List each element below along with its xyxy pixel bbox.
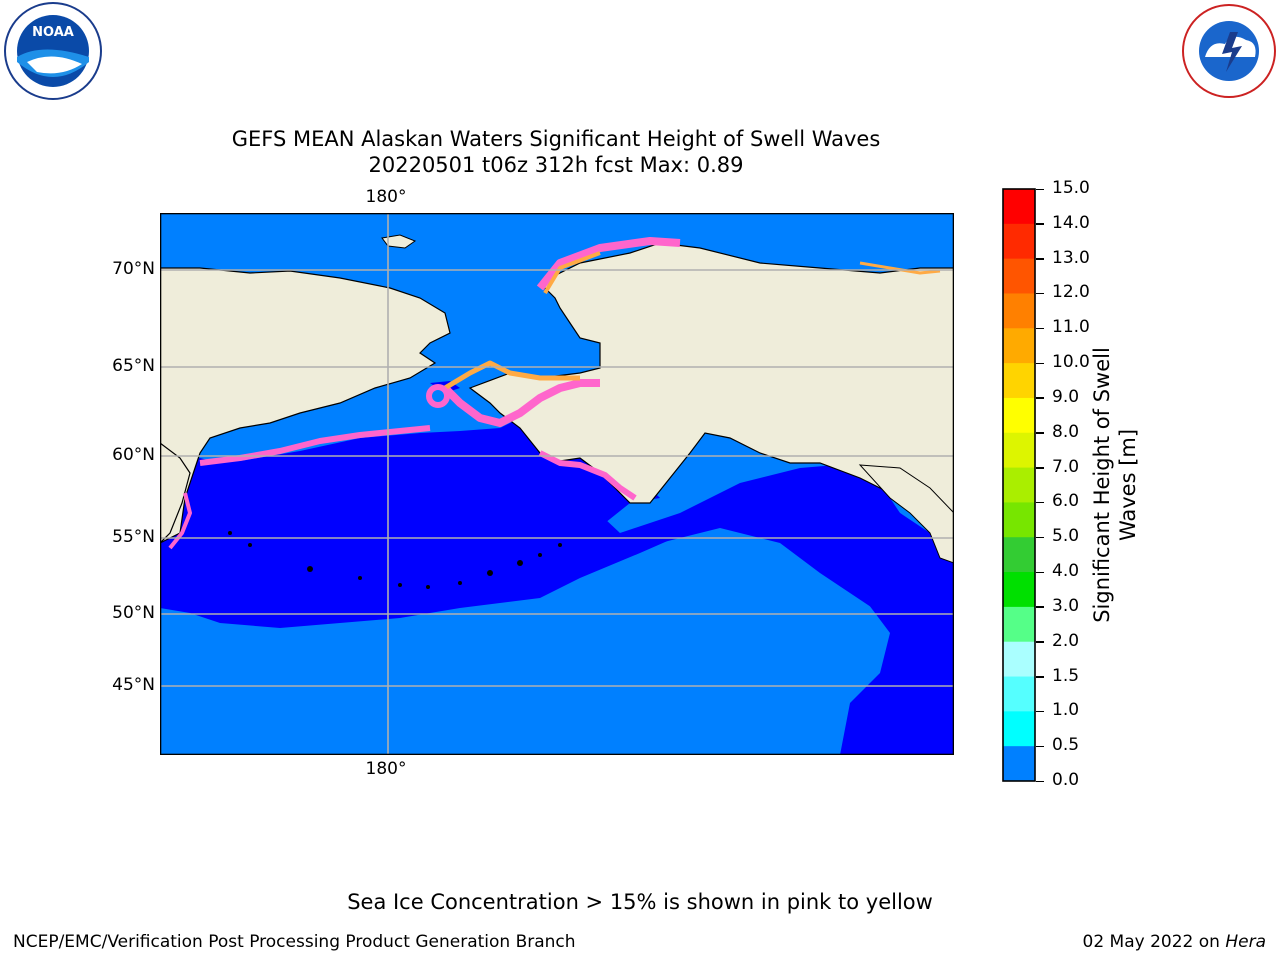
colorbar-segment	[1003, 676, 1035, 712]
credit-text: NCEP/EMC/Verification Post Processing Pr…	[13, 932, 576, 952]
colorbar-segment	[1003, 328, 1035, 364]
colorbar-tick-mark	[1036, 606, 1044, 608]
chart-title: GEFS MEAN Alaskan Waters Significant Hei…	[231, 127, 881, 151]
colorbar-tick-mark	[1036, 536, 1044, 539]
colorbar-segment	[1003, 711, 1035, 747]
lat-label-70: 70°N	[112, 259, 155, 279]
lat-label-55: 55°N	[112, 527, 155, 547]
colorbar-tick-label: 1.0	[1052, 700, 1080, 721]
lat-label-60: 60°N	[112, 445, 155, 465]
colorbar-tick-mark	[1036, 258, 1044, 260]
nws-logo	[1182, 4, 1276, 98]
ocean-low-gulf	[560, 463, 954, 633]
sea-ice-note: Sea Ice Concentration > 15% is shown in …	[347, 890, 933, 914]
colorbar-tick-mark	[1036, 432, 1044, 434]
colorbar-tick-label: 11.0	[1052, 317, 1090, 338]
lon-label-bottom: 180°	[365, 759, 407, 779]
colorbar-tick-label: 9.0	[1052, 386, 1080, 407]
svg-text:NOAA: NOAA	[32, 25, 74, 40]
colorbar-segment	[1003, 189, 1035, 225]
land-siberia	[160, 267, 451, 544]
date-host: Hera	[1225, 932, 1266, 952]
colorbar-segment	[1003, 606, 1035, 643]
noaa-logo: NOAA	[4, 2, 102, 100]
colorbar-tick-mark	[1036, 780, 1044, 782]
colorbar-segment	[1003, 641, 1035, 678]
colorbar-tick-label: 6.0	[1052, 491, 1080, 512]
chart-subtitle: 20220501 t06z 312h fcst Max: 0.89	[368, 153, 744, 177]
colorbar-tick-mark	[1036, 397, 1044, 399]
colorbar-tick-label: 0.5	[1052, 735, 1080, 756]
colorbar-tick-label: 7.0	[1052, 456, 1080, 477]
colorbar-segment	[1003, 746, 1035, 782]
colorbar-tick-label: 15.0	[1052, 178, 1090, 198]
colorbar-label-line1: Significant Height of Swell	[1090, 347, 1114, 623]
colorbar-segment	[1003, 223, 1035, 260]
colorbar-tick-label: 2.0	[1052, 630, 1080, 651]
colorbar-segment	[1003, 467, 1035, 503]
colorbar-tick-mark	[1036, 676, 1044, 678]
lon-label-top: 180°	[365, 187, 407, 207]
lat-label-65: 65°N	[112, 356, 155, 376]
colorbar-tick-mark	[1036, 501, 1044, 504]
colorbar-segment	[1003, 363, 1035, 399]
colorbar-tick-mark	[1036, 188, 1044, 190]
colorbar-tick-mark	[1036, 327, 1044, 330]
colorbar-segment	[1003, 258, 1035, 294]
aleutian-islands	[228, 531, 562, 589]
colorbar-tick-label: 1.5	[1052, 665, 1080, 686]
colorbar-tick-mark	[1036, 467, 1044, 469]
colorbar-tick-mark	[1036, 641, 1044, 643]
graticule	[160, 213, 954, 755]
colorbar-label-line2: Waves [m]	[1116, 428, 1140, 542]
colorbar-tick-label: 12.0	[1052, 282, 1090, 303]
colorbar-tick-mark	[1036, 362, 1044, 365]
colorbar-tick-mark	[1036, 710, 1044, 713]
colorbar-segment	[1003, 293, 1035, 329]
colorbar-tick-label: 14.0	[1052, 212, 1090, 233]
land-kamchatka	[160, 442, 191, 544]
colorbar-tick-mark	[1036, 292, 1044, 295]
colorbar-tick-label: 5.0	[1052, 526, 1080, 547]
colorbar-tick-label: 4.0	[1052, 561, 1080, 582]
colorbar-tick-mark	[1036, 571, 1044, 574]
colorbar-tick-label: 0.0	[1052, 770, 1080, 790]
colorbar-segment	[1003, 397, 1035, 434]
colorbar	[1002, 188, 1036, 782]
colorbar-tick-label: 8.0	[1052, 421, 1080, 442]
colorbar-tick-label: 13.0	[1052, 247, 1090, 268]
colorbar-label: Significant Height of Swell Waves [m]	[1089, 347, 1141, 623]
island-wrangel	[381, 234, 417, 249]
date-text: 02 May 2022 on Hera	[1083, 932, 1267, 952]
colorbar-tick-label: 3.0	[1052, 595, 1080, 616]
colorbar-tick-mark	[1036, 745, 1044, 748]
lat-label-45: 45°N	[112, 675, 155, 695]
colorbar-tick-mark	[1036, 223, 1044, 225]
colorbar-segment	[1003, 572, 1035, 608]
sea-ice	[168, 237, 941, 550]
colorbar-tick-label: 10.0	[1052, 352, 1090, 373]
date-prefix: 02 May 2022 on	[1082, 932, 1226, 952]
land-alaska	[468, 242, 954, 544]
colorbar-segment	[1003, 537, 1035, 573]
land-panhandle	[858, 464, 954, 564]
lat-label-50: 50°N	[112, 603, 155, 623]
swell-map	[160, 213, 954, 755]
colorbar-segment	[1003, 502, 1035, 538]
colorbar-segment	[1003, 432, 1035, 469]
